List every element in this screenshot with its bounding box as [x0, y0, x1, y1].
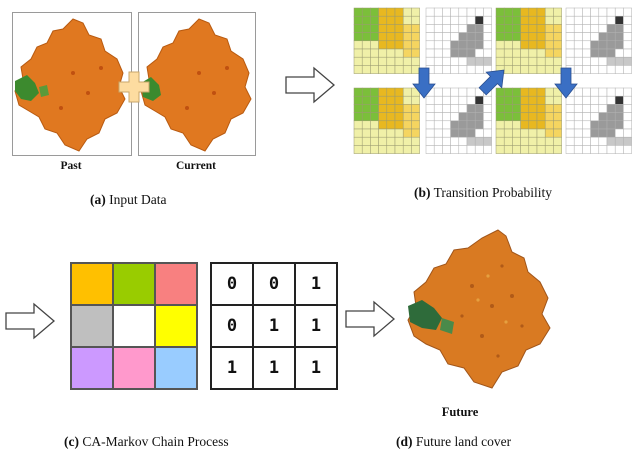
binary-cell: 0	[253, 263, 295, 305]
blue-arrow-icon	[478, 69, 505, 96]
past-map	[14, 18, 126, 152]
color-cell	[113, 347, 155, 389]
caption-future: (d) Future land cover	[396, 434, 511, 450]
caption-letter-a: (a)	[90, 192, 106, 207]
caption-text-a: Input Data	[105, 192, 167, 207]
binary-cell: 1	[253, 347, 295, 389]
arrow-right-icon	[5, 302, 56, 340]
current-map	[140, 18, 252, 152]
color-cell	[71, 347, 113, 389]
binary-cell: 0	[211, 305, 253, 347]
caption-text-b: Transition Probability	[430, 185, 553, 200]
arrow-right-icon	[285, 66, 336, 104]
current-map-label: Current	[175, 160, 217, 172]
color-cell	[113, 305, 155, 347]
caption-ca-markov: (c) CA-Markov Chain Process	[64, 434, 229, 450]
color-cell	[113, 263, 155, 305]
binary-cell: 1	[295, 347, 337, 389]
color-cell	[155, 263, 197, 305]
color-cell	[155, 347, 197, 389]
current-map-frame	[138, 12, 256, 156]
caption-letter-c: (c)	[64, 434, 79, 449]
plus-icon	[118, 71, 150, 103]
caption-transition: (b) Transition Probability	[414, 185, 552, 201]
binary-cell: 1	[211, 347, 253, 389]
probability-grid	[565, 7, 632, 74]
probability-grid	[425, 87, 492, 154]
caption-input-data: (a) Input Data	[90, 192, 166, 208]
landcover-grid	[353, 87, 420, 154]
future-map	[407, 229, 551, 389]
binary-cell: 1	[253, 305, 295, 347]
transition-grids	[353, 7, 632, 154]
binary-cell: 1	[295, 263, 337, 305]
color-cell	[155, 305, 197, 347]
caption-letter-d: (d)	[396, 434, 413, 449]
landcover-grid	[495, 87, 562, 154]
caption-text-c: CA-Markov Chain Process	[78, 434, 229, 449]
color-cell	[71, 305, 113, 347]
blue-arrow-icon	[412, 67, 436, 99]
arrow-right-icon	[345, 300, 396, 338]
caption-text-d: Future land cover	[412, 434, 512, 449]
probability-grid	[565, 87, 632, 154]
binary-cell: 1	[295, 305, 337, 347]
binary-cell: 0	[211, 263, 253, 305]
blue-arrow-icon	[554, 67, 578, 99]
landcover-grid	[495, 7, 562, 74]
future-map-label: Future	[441, 405, 479, 419]
past-map-label: Past	[60, 160, 82, 172]
landcover-grid	[353, 7, 420, 74]
probability-grid	[425, 7, 492, 74]
color-grid	[70, 262, 198, 390]
past-map-frame	[12, 12, 132, 156]
caption-letter-b: (b)	[414, 185, 431, 200]
color-cell	[71, 263, 113, 305]
